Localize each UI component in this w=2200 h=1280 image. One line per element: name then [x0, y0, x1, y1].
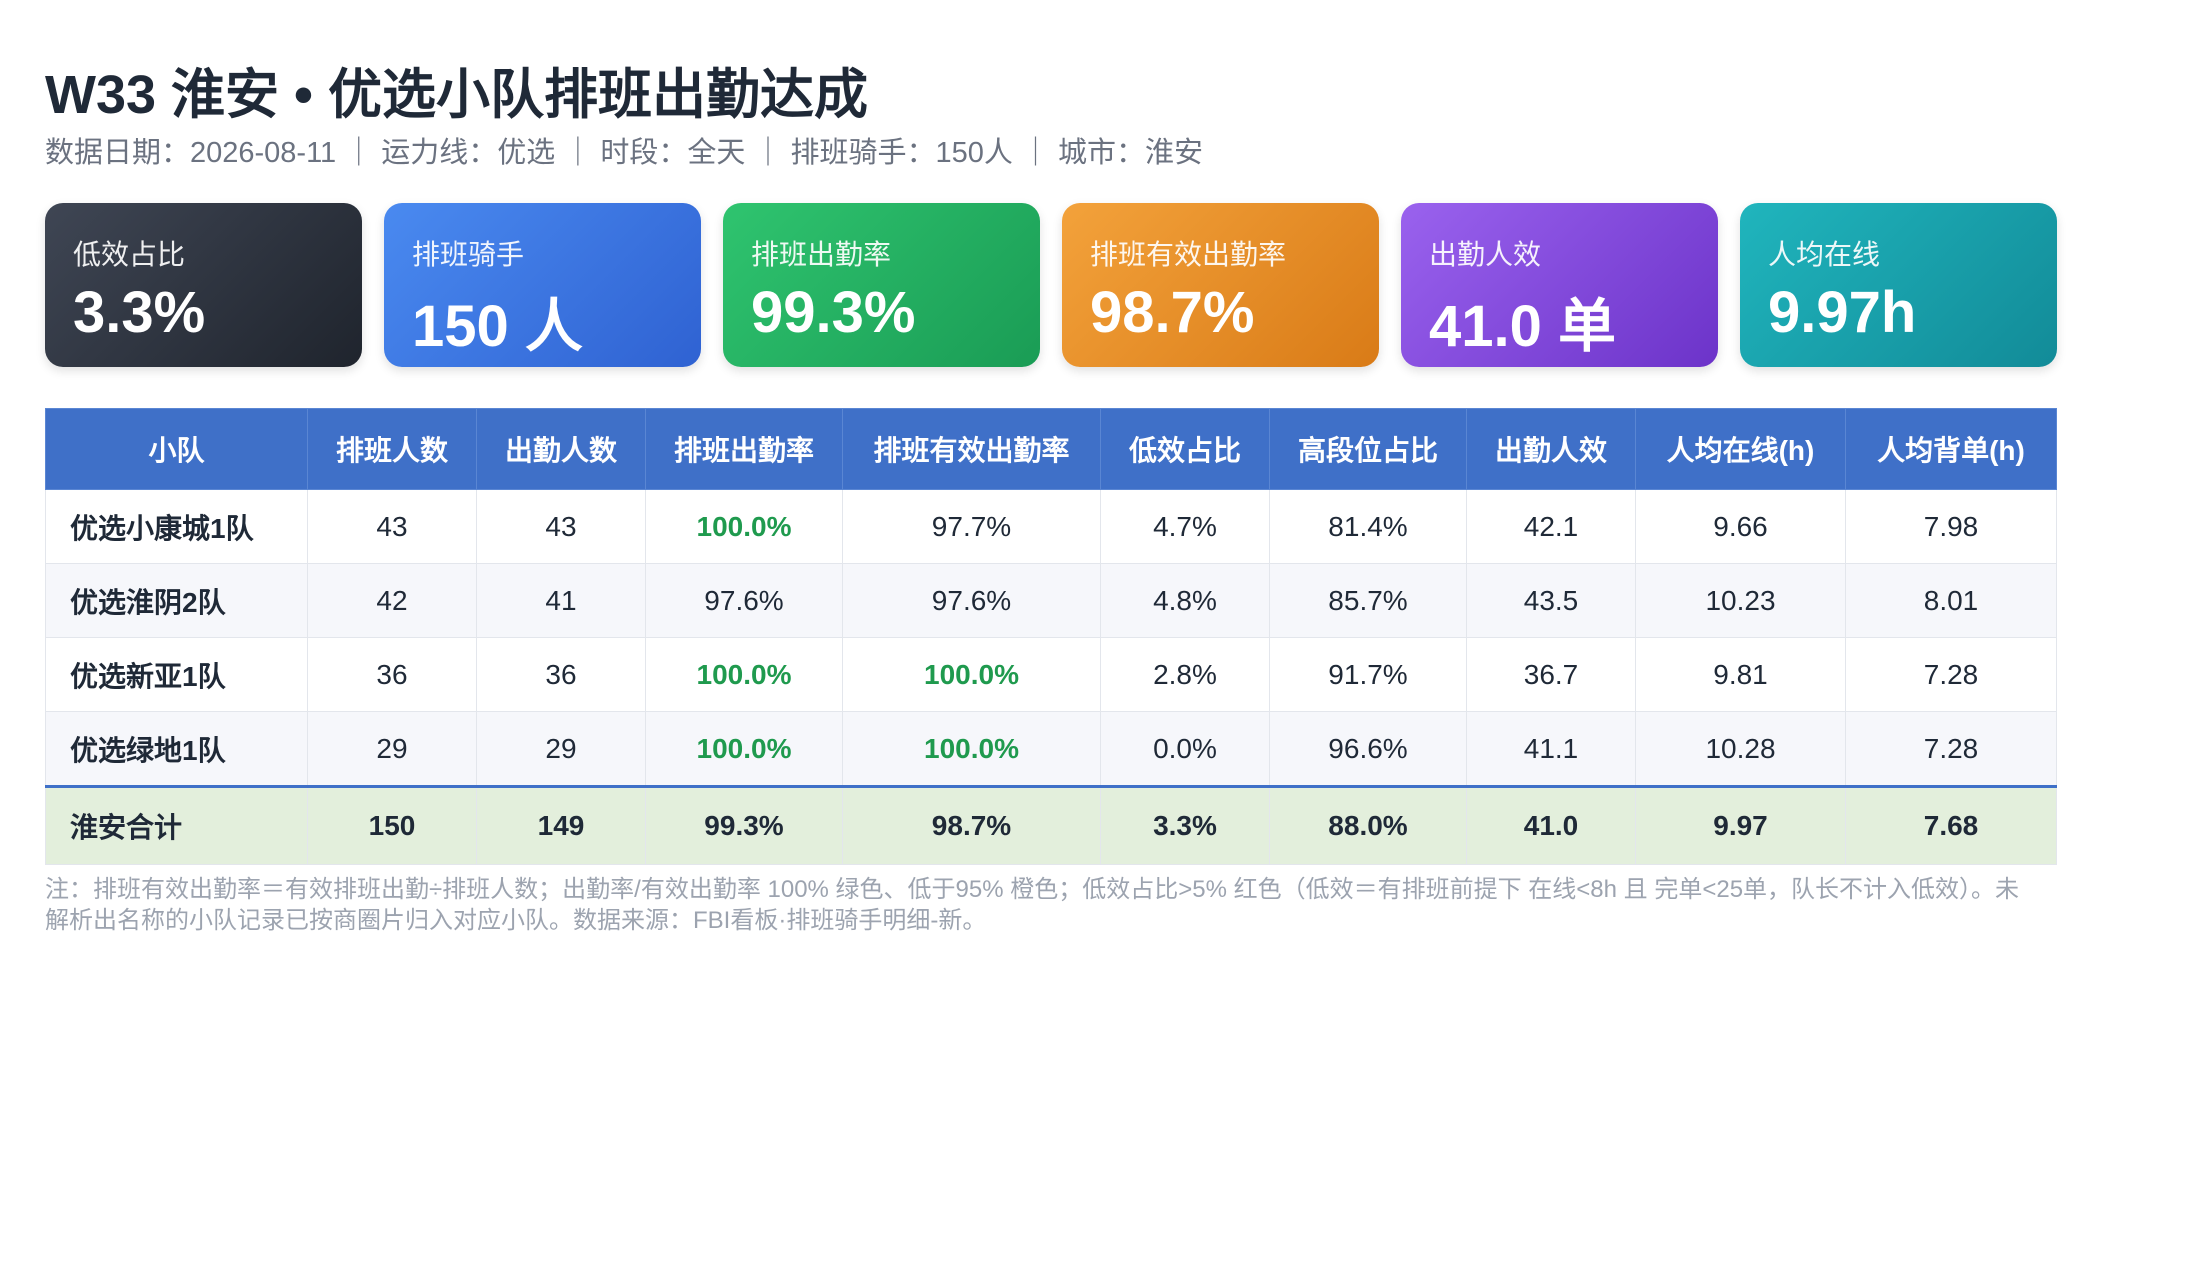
table-cell: 88.0% — [1269, 785, 1467, 865]
kpi-value: 41.0 单 — [1429, 294, 1616, 359]
table-cell: 3.3% — [1100, 785, 1270, 865]
table-cell: 7.28 — [1845, 711, 2057, 787]
column-header: 排班有效出勤率 — [842, 408, 1101, 490]
kpi-card: 排班骑手 150 人 — [384, 203, 701, 367]
table-cell: 85.7% — [1269, 563, 1467, 638]
column-header: 出勤人数 — [476, 408, 646, 490]
table-cell: 150 — [307, 785, 477, 865]
kpi-label: 排班骑手 — [412, 239, 525, 270]
column-header: 小队 — [45, 408, 308, 490]
table-cell: 43 — [476, 489, 646, 564]
table-row: 优选绿地1队 29 29 100.0% 100.0% 0.0% 96.6% 41.1 10.28… — [45, 711, 2057, 787]
kpi-value: 150 人 — [412, 294, 583, 359]
table-row: 淮安合计 150 149 99.3% 98.7% 3.3% 88.0% 41.0 9.97 7.6… — [45, 785, 2057, 865]
table-cell: 36.7 — [1466, 637, 1636, 712]
table-cell: 97.6% — [645, 563, 843, 638]
column-header: 出勤人效 — [1466, 408, 1636, 490]
column-header: 排班人数 — [307, 408, 477, 490]
header-row: 小队 排班人数 出勤人数 排班出勤率 排班有效出勤率 低效占比 高段位占比 出勤人效 人均在线(… — [45, 408, 2057, 490]
table-row: 优选淮阴2队 42 41 97.6% 97.6% 4.8% 85.7% 43.5 10.23 8.… — [45, 563, 2057, 638]
table-cell: 96.6% — [1269, 711, 1467, 787]
table-cell: 8.01 — [1845, 563, 2057, 638]
table-cell: 100.0% — [842, 637, 1101, 712]
kpi-label: 人均在线 — [1768, 239, 1881, 270]
table-cell: 优选淮阴2队 — [45, 563, 308, 638]
kpi-value: 9.97h — [1768, 280, 1917, 345]
table-cell: 2.8% — [1100, 637, 1270, 712]
table-cell: 9.97 — [1635, 785, 1846, 865]
table-row: 优选小康城1队 43 43 100.0% 97.7% 4.7% 81.4% 42.1 9.66 7… — [45, 489, 2057, 564]
table-cell: 100.0% — [645, 489, 843, 564]
kpi-card: 出勤人效 41.0 单 — [1401, 203, 1718, 367]
table-cell: 149 — [476, 785, 646, 865]
table-cell: 4.7% — [1100, 489, 1270, 564]
kpi-card: 排班出勤率 99.3% — [723, 203, 1040, 367]
table-cell: 0.0% — [1100, 711, 1270, 787]
kpi-value: 99.3% — [751, 280, 916, 345]
kpi-value: 98.7% — [1090, 280, 1255, 345]
table-cell: 97.7% — [842, 489, 1101, 564]
table-cell: 优选新亚1队 — [45, 637, 308, 712]
team-table: 小队 排班人数 出勤人数 排班出勤率 排班有效出勤率 低效占比 高段位占比 出勤人效 人均在线(… — [45, 408, 2057, 865]
table-cell: 97.6% — [842, 563, 1101, 638]
table-cell: 10.23 — [1635, 563, 1846, 638]
kpi-label: 排班有效出勤率 — [1090, 239, 1287, 270]
kpi-card: 排班有效出勤率 98.7% — [1062, 203, 1379, 367]
table-cell: 42.1 — [1466, 489, 1636, 564]
table-cell: 4.8% — [1100, 563, 1270, 638]
table-cell: 100.0% — [645, 711, 843, 787]
table-cell: 7.28 — [1845, 637, 2057, 712]
kpi-label: 低效占比 — [73, 239, 186, 270]
title: W33 淮安 • 优选小队排班出勤达成 — [45, 65, 868, 125]
table-cell: 淮安合计 — [45, 785, 308, 865]
table-cell: 43.5 — [1466, 563, 1636, 638]
table-cell: 10.28 — [1635, 711, 1846, 787]
kpi-cards: 低效占比 3.3% 排班骑手 150 人 排班出勤率 99.3% 排班有效出勤率 98.7% 出… — [45, 203, 2057, 367]
column-header: 人均在线(h) — [1635, 408, 1846, 490]
kpi-value: 3.3% — [73, 280, 206, 345]
table-cell: 29 — [307, 711, 477, 787]
table-cell: 98.7% — [842, 785, 1101, 865]
column-header: 高段位占比 — [1269, 408, 1467, 490]
kpi-label: 排班出勤率 — [751, 239, 892, 270]
table-cell: 81.4% — [1269, 489, 1467, 564]
table-cell: 7.98 — [1845, 489, 2057, 564]
table-cell: 7.68 — [1845, 785, 2057, 865]
table-cell: 100.0% — [645, 637, 843, 712]
table-cell: 优选绿地1队 — [45, 711, 308, 787]
table-cell: 41.1 — [1466, 711, 1636, 787]
table-row: 优选新亚1队 36 36 100.0% 100.0% 2.8% 91.7% 36.7 9.81 7… — [45, 637, 2057, 712]
table-cell: 优选小康城1队 — [45, 489, 308, 564]
column-header: 低效占比 — [1100, 408, 1270, 490]
table-cell: 36 — [476, 637, 646, 712]
column-header: 人均背单(h) — [1845, 408, 2057, 490]
kpi-label: 出勤人效 — [1429, 239, 1542, 270]
table-cell: 91.7% — [1269, 637, 1467, 712]
kpi-card: 低效占比 3.3% — [45, 203, 362, 367]
table-cell: 41.0 — [1466, 785, 1636, 865]
table-cell: 100.0% — [842, 711, 1101, 787]
subtitle: 数据日期：2026-08-11 ｜ 运力线：优选 ｜ 时段：全天 ｜ 排班骑手：… — [45, 137, 1204, 169]
table-cell: 43 — [307, 489, 477, 564]
column-header: 排班出勤率 — [645, 408, 843, 490]
table-cell: 36 — [307, 637, 477, 712]
table-cell: 41 — [476, 563, 646, 638]
kpi-card: 人均在线 9.97h — [1740, 203, 2057, 367]
table-cell: 9.66 — [1635, 489, 1846, 564]
note: 注：排班有效出勤率＝有效排班出勤÷排班人数；出勤率/有效出勤率 100% 绿色、… — [45, 876, 2020, 935]
table-cell: 42 — [307, 563, 477, 638]
table-cell: 29 — [476, 711, 646, 787]
table-cell: 99.3% — [645, 785, 843, 865]
table-cell: 9.81 — [1635, 637, 1846, 712]
